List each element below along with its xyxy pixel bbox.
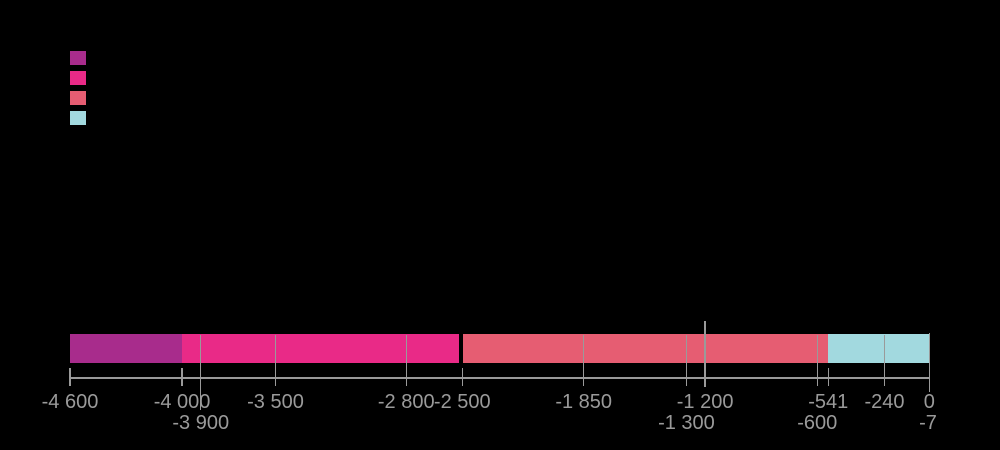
axis-tick-label: -4 600 xyxy=(41,391,99,413)
axis-tick-label: -3 500 xyxy=(247,391,304,413)
axis-tick-line xyxy=(816,335,818,386)
axis-tick-line xyxy=(181,368,183,386)
bar-segment-period-4 xyxy=(828,334,930,363)
axis-tick-line xyxy=(274,335,277,386)
bar-segment-period-3 xyxy=(463,334,829,363)
axis-tick-label: -1 850 xyxy=(555,391,613,413)
axis-tick-label: -1 200 xyxy=(676,391,734,413)
axis-tick-line xyxy=(461,368,463,386)
axis-tick-line xyxy=(685,335,688,386)
axis-tick-line xyxy=(200,335,202,410)
axis-tick-label: -600 xyxy=(797,412,838,434)
bar-segment-period-1 xyxy=(70,334,183,363)
axis-tick-label: -541 xyxy=(808,391,849,413)
axis-tick-label: -240 xyxy=(864,391,905,413)
axis-tick-line xyxy=(928,333,930,392)
axis-tick-label: -1 300 xyxy=(658,412,715,434)
axis-tick-line xyxy=(405,335,407,386)
axis-tick-label: -2 800 xyxy=(377,391,435,413)
axis-tick-label: -7 xyxy=(919,412,937,434)
legend-swatch-period-2 xyxy=(70,71,86,85)
axis-tick-label: -4 000 xyxy=(153,391,211,413)
axis-tick-line xyxy=(704,321,706,387)
axis-tick-line xyxy=(827,368,829,386)
axis-tick-label: 0 xyxy=(923,391,935,413)
axis-tick-label: -2 500 xyxy=(433,391,491,413)
axis-tick-line xyxy=(583,335,585,386)
legend-swatch-period-4 xyxy=(70,111,86,125)
legend-swatch-period-3 xyxy=(70,91,86,105)
legend-swatch-period-1 xyxy=(70,51,86,65)
axis-tick-line xyxy=(883,335,886,386)
axis-tick-line xyxy=(69,368,71,386)
bar-segment-period-2 xyxy=(182,334,460,363)
x-axis-line xyxy=(70,377,930,379)
axis-tick-label: -3 900 xyxy=(172,412,230,434)
